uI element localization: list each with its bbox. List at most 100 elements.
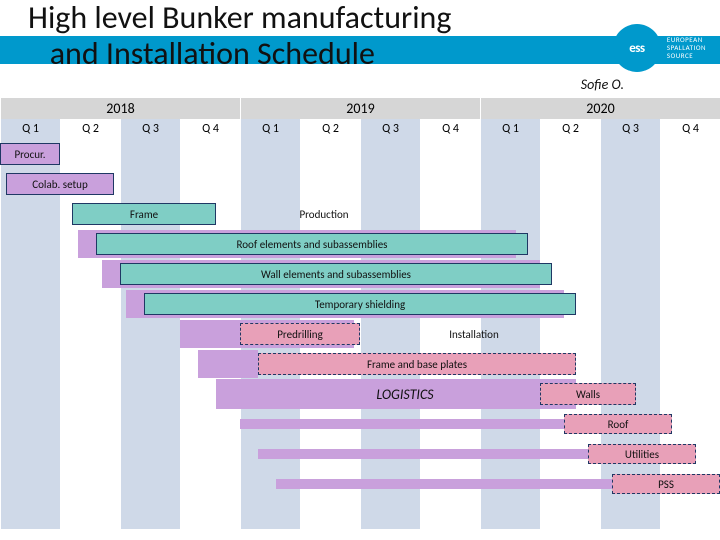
title-line-2: and Installation Schedule	[50, 34, 375, 73]
grid-cell	[0, 259, 60, 289]
grid-row	[0, 319, 720, 349]
gantt-bar: Walls	[540, 383, 636, 405]
grid-cell	[300, 169, 360, 199]
grid-cell	[0, 469, 60, 499]
grid-cell	[660, 499, 720, 529]
quarter-cell: Q 3	[120, 119, 180, 139]
grid-cell	[0, 289, 60, 319]
grid-cell	[180, 439, 240, 469]
quarter-cell: Q 3	[360, 119, 420, 139]
gantt-bar: Frame and base plates	[258, 353, 576, 375]
grid-cell	[540, 199, 600, 229]
grid-cell	[60, 469, 120, 499]
grid-cell	[0, 229, 60, 259]
grid-cell	[660, 349, 720, 379]
quarter-cell: Q 4	[660, 119, 720, 139]
grid-cell	[60, 409, 120, 439]
ess-logo: ess EUROPEAN SPALLATION SOURCE	[613, 24, 706, 72]
author-name: Sofie O.	[581, 76, 624, 93]
grid-cell	[480, 199, 540, 229]
grid-cell	[120, 139, 180, 169]
gantt-bar: Wall elements and subassemblies	[120, 263, 552, 285]
gantt-layer	[240, 419, 618, 429]
year-cell: 2019	[240, 98, 480, 119]
logo-circle: ess	[613, 24, 661, 72]
grid-cell	[120, 469, 180, 499]
gantt-bar: Utilities	[588, 444, 696, 464]
grid-cell	[540, 139, 600, 169]
grid-cell	[240, 499, 300, 529]
grid-cell	[420, 169, 480, 199]
grid-cell	[60, 349, 120, 379]
grid-cell	[180, 169, 240, 199]
grid-cell	[600, 199, 660, 229]
grid-cell	[600, 259, 660, 289]
grid-cell	[660, 199, 720, 229]
grid-cell	[240, 139, 300, 169]
quarter-cell: Q 4	[180, 119, 240, 139]
quarter-cell: Q 2	[300, 119, 360, 139]
quarter-cell: Q 1	[0, 119, 60, 139]
grid-cell	[180, 499, 240, 529]
grid-cell	[180, 409, 240, 439]
gantt-bar: Frame	[72, 203, 216, 225]
grid-cell	[120, 169, 180, 199]
gantt-layer	[198, 350, 258, 378]
grid-row	[0, 499, 720, 529]
grid-row	[0, 139, 720, 169]
grid-cell	[660, 289, 720, 319]
gantt-bar: LOGISTICS	[276, 382, 534, 406]
grid-cell	[0, 319, 60, 349]
grid-cell	[480, 169, 540, 199]
logo-abbr: ess	[629, 41, 644, 56]
grid-cell	[600, 169, 660, 199]
grid-cell	[600, 349, 660, 379]
grid-cell	[480, 139, 540, 169]
quarter-cell: Q 1	[480, 119, 540, 139]
gantt-layer	[276, 479, 666, 489]
grid-cell	[0, 349, 60, 379]
grid-cell	[300, 139, 360, 169]
grid-cell	[300, 499, 360, 529]
gantt-bar: Production	[252, 203, 396, 225]
grid-cell	[660, 229, 720, 259]
logo-text: EUROPEAN SPALLATION SOURCE	[667, 36, 706, 60]
gantt-layer	[258, 449, 642, 459]
quarter-header-row: Q 1Q 2Q 3Q 4Q 1Q 2Q 3Q 4Q 1Q 2Q 3Q 4	[0, 119, 720, 139]
quarter-cell: Q 2	[540, 119, 600, 139]
grid-cell	[600, 319, 660, 349]
grid-cell	[240, 169, 300, 199]
grid-cell	[60, 319, 120, 349]
grid-cell	[660, 259, 720, 289]
quarter-cell: Q 4	[420, 119, 480, 139]
gantt-bar: Colab. setup	[6, 173, 114, 195]
year-cell: 2020	[480, 98, 720, 119]
grid-cell	[360, 499, 420, 529]
grid-cell	[120, 349, 180, 379]
grid-cell	[0, 409, 60, 439]
grid-cell	[540, 499, 600, 529]
gantt-grid: Procur.Colab. setupFrameProductionRoof e…	[0, 139, 720, 529]
grid-cell	[60, 499, 120, 529]
grid-cell	[420, 199, 480, 229]
grid-cell	[660, 379, 720, 409]
grid-cell	[540, 169, 600, 199]
slide-title: High level Bunker manufacturing and Inst…	[28, 0, 451, 72]
quarter-cell: Q 1	[240, 119, 300, 139]
grid-cell	[360, 139, 420, 169]
grid-cell	[60, 439, 120, 469]
grid-cell	[540, 229, 600, 259]
grid-cell	[360, 169, 420, 199]
grid-cell	[660, 139, 720, 169]
grid-cell	[120, 319, 180, 349]
grid-cell	[60, 289, 120, 319]
gantt-bar: Installation	[396, 323, 552, 345]
gantt-bar: PSS	[612, 474, 720, 494]
grid-cell	[600, 289, 660, 319]
grid-cell	[60, 139, 120, 169]
gantt-bar: Roof elements and subassemblies	[96, 233, 528, 255]
grid-cell	[120, 439, 180, 469]
grid-cell	[600, 499, 660, 529]
grid-cell	[120, 379, 180, 409]
gantt-bar: Roof	[564, 414, 672, 434]
